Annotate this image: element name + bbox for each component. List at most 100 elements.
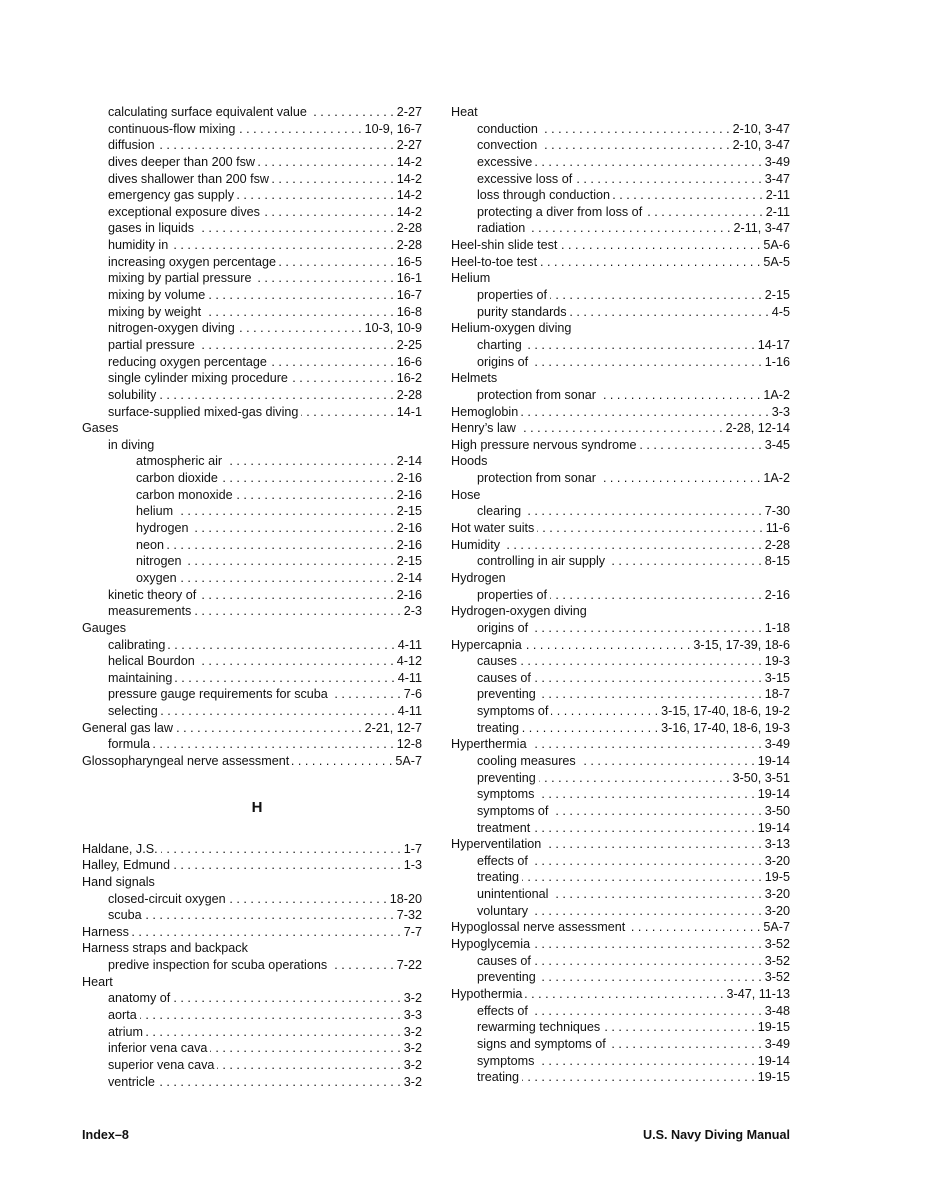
dot-leader bbox=[301, 404, 393, 421]
index-entry: properties of 2-15 bbox=[451, 287, 790, 304]
index-entry: purity standards 4-5 bbox=[451, 304, 790, 321]
entry-page-numbers: 14-2 bbox=[396, 204, 422, 219]
entry-term: dives deeper than 200 fsw bbox=[108, 154, 256, 169]
dot-leader bbox=[210, 1040, 400, 1057]
entry-page-numbers: 12-8 bbox=[396, 737, 422, 752]
entry-term: Helium-oxygen diving bbox=[451, 321, 572, 336]
entry-page-numbers: 18-7 bbox=[764, 687, 790, 702]
entry-page-numbers: 1-18 bbox=[764, 620, 790, 635]
index-entry: unintentional 3-20 bbox=[451, 886, 790, 903]
dot-leader bbox=[153, 736, 394, 753]
index-entry: maintaining 4-11 bbox=[82, 670, 422, 687]
dot-leader bbox=[575, 171, 762, 188]
index-entry: Heat bbox=[451, 104, 790, 121]
entry-page-numbers: 19-14 bbox=[757, 820, 790, 835]
dot-leader bbox=[159, 387, 393, 404]
entry-term: preventing bbox=[477, 770, 536, 785]
index-entries-h: Haldane, J.S. 1-7 Halley, Edmund 1-3 Hand si… bbox=[82, 841, 422, 1091]
entry-page-numbers: 5A-7 bbox=[763, 920, 790, 935]
index-entry: nitrogen 2-15 bbox=[82, 553, 422, 570]
dot-leader bbox=[146, 1024, 401, 1041]
index-entry: excessive loss of 3-47 bbox=[451, 171, 790, 188]
entry-term: gases in liquids bbox=[108, 221, 195, 236]
entry-term: effects of bbox=[477, 853, 528, 868]
index-entry: exceptional exposure dives 14-2 bbox=[82, 204, 422, 221]
entry-page-numbers: 14-2 bbox=[396, 188, 422, 203]
index-entry: Hypoglycemia 3-52 bbox=[451, 936, 790, 953]
index-entry: nitrogen-oxygen diving 10-3, 10-9 bbox=[82, 320, 422, 337]
entry-term: Hose bbox=[451, 487, 481, 502]
entry-term: exceptional exposure dives bbox=[108, 204, 260, 219]
dot-leader bbox=[173, 857, 401, 874]
entry-term: mixing by partial pressure bbox=[108, 271, 252, 286]
dot-leader bbox=[331, 686, 401, 703]
dot-leader bbox=[270, 354, 394, 371]
index-entry: Hypoglossal nerve assessment 5A-7 bbox=[451, 919, 790, 936]
dot-leader bbox=[628, 919, 760, 936]
entry-page-numbers: 2-15 bbox=[764, 288, 790, 303]
entry-term: voluntary bbox=[477, 903, 529, 918]
dot-leader bbox=[199, 587, 394, 604]
entry-term: protection from sonar bbox=[477, 387, 596, 402]
entry-term: Heat bbox=[451, 105, 478, 119]
dot-leader bbox=[237, 187, 394, 204]
entry-term: signs and symptoms of bbox=[477, 1036, 606, 1051]
index-entry: atmospheric air 2-14 bbox=[82, 453, 422, 470]
entry-term: excessive bbox=[477, 154, 533, 169]
entry-term: Humidity bbox=[451, 537, 500, 552]
index-entry: treatment 19-14 bbox=[451, 820, 790, 837]
index-entry: General gas law 2-21, 12-7 bbox=[82, 720, 422, 737]
index-entry: convection 2-10, 3-47 bbox=[451, 137, 790, 154]
index-entry: causes 19-3 bbox=[451, 653, 790, 670]
index-entry: origins of 1-16 bbox=[451, 354, 790, 371]
index-entry: Humidity 2-28 bbox=[451, 537, 790, 554]
entry-term: treating bbox=[477, 870, 520, 885]
dot-leader bbox=[171, 237, 394, 254]
index-entry: oxygen 2-14 bbox=[82, 570, 422, 587]
dot-leader bbox=[132, 924, 401, 941]
index-entry: loss through conduction 2-11 bbox=[451, 187, 790, 204]
entry-term: kinetic theory of bbox=[108, 587, 197, 602]
entry-term: Heart bbox=[82, 974, 113, 989]
entry-term: in diving bbox=[108, 437, 155, 452]
entry-page-numbers: 7-7 bbox=[403, 924, 422, 939]
index-entry: voluntary 3-20 bbox=[451, 903, 790, 920]
entry-page-numbers: 16-6 bbox=[396, 354, 422, 369]
entry-term: symptoms of bbox=[477, 803, 549, 818]
entry-term: pressure gauge requirements for scuba bbox=[108, 687, 328, 702]
index-entry: origins of 1-18 bbox=[451, 620, 790, 637]
dot-leader bbox=[533, 820, 755, 837]
entry-term: helical Bourdon bbox=[108, 654, 195, 669]
entry-term: maintaining bbox=[108, 670, 173, 685]
index-entry: properties of 2-16 bbox=[451, 587, 790, 604]
entry-page-numbers: 3-15 bbox=[764, 670, 790, 685]
dot-leader bbox=[534, 953, 762, 970]
entry-term: Hyperventilation bbox=[451, 837, 542, 852]
entry-term: Hypoglossal nerve assessment bbox=[451, 920, 626, 935]
entry-page-numbers: 3-2 bbox=[403, 1041, 422, 1056]
dot-leader bbox=[531, 853, 762, 870]
index-entry: Glossopharyngeal nerve assessment 5A-7 bbox=[82, 753, 422, 770]
entry-term: preventing bbox=[477, 687, 536, 702]
dot-leader bbox=[531, 1003, 762, 1020]
dot-leader bbox=[599, 470, 760, 487]
index-entry: anatomy of 3-2 bbox=[82, 990, 422, 1007]
index-entry: symptoms of 3-50 bbox=[451, 803, 790, 820]
dot-leader bbox=[539, 770, 730, 787]
dot-leader bbox=[158, 137, 394, 154]
index-entry: treating 3-16, 17-40, 18-6, 19-3 bbox=[451, 720, 790, 737]
dot-leader bbox=[197, 220, 394, 237]
entry-term: surface-supplied mixed-gas diving bbox=[108, 404, 299, 419]
dot-leader bbox=[528, 220, 730, 237]
entry-page-numbers: 2-27 bbox=[396, 138, 422, 153]
entry-term: formula bbox=[108, 737, 150, 752]
entry-term: reducing oxygen percentage bbox=[108, 354, 267, 369]
entry-page-numbers: 2-21, 12-7 bbox=[364, 720, 422, 735]
entry-term: anatomy of bbox=[108, 991, 171, 1006]
entry-page-numbers: 10-9, 16-7 bbox=[364, 121, 422, 136]
dot-leader bbox=[613, 187, 763, 204]
dot-leader bbox=[533, 936, 762, 953]
dot-leader bbox=[544, 836, 761, 853]
entry-page-numbers: 3-13 bbox=[764, 837, 790, 852]
entry-page-numbers: 2-16 bbox=[396, 537, 422, 552]
